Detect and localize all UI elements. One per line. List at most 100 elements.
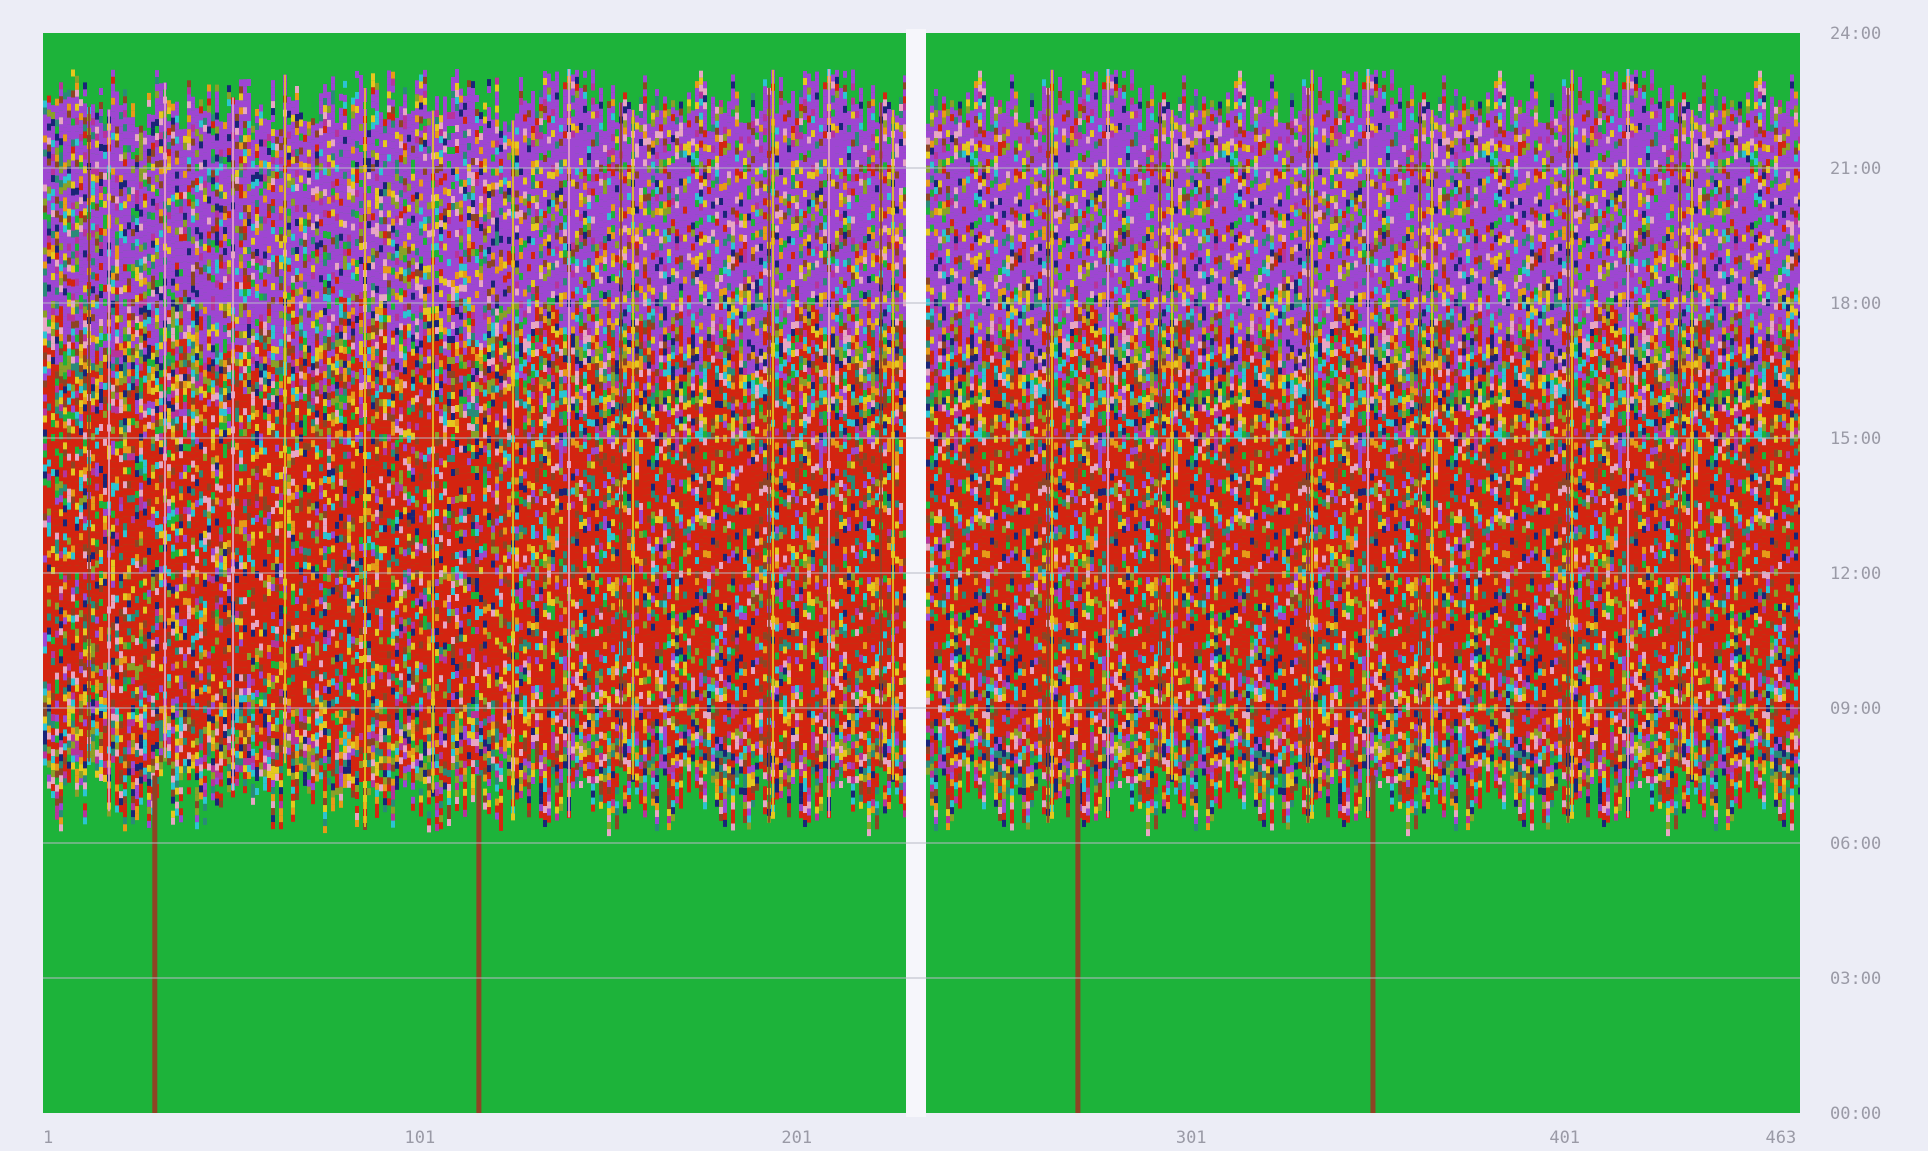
heatmap-cell <box>111 665 115 672</box>
heatmap-cell <box>211 681 215 688</box>
heatmap-cell <box>75 657 79 664</box>
heatmap-cell <box>203 755 207 762</box>
heatmap-cell <box>187 689 191 696</box>
heatmap-cell <box>159 286 163 293</box>
heatmap-cell <box>51 210 55 217</box>
heatmap-cell <box>139 763 143 770</box>
heatmap-cell <box>143 719 147 726</box>
heatmap-cell <box>111 350 115 357</box>
heatmap-cell <box>167 338 171 345</box>
heatmap-cell <box>91 237 95 244</box>
heatmap-cell <box>67 111 71 118</box>
heatmap-cell <box>211 730 215 737</box>
heatmap-cell <box>119 784 123 791</box>
heatmap-cell <box>151 563 155 570</box>
heatmap-cell <box>43 486 47 493</box>
heatmap-cell <box>147 324 151 331</box>
heatmap-cell <box>191 433 195 440</box>
heatmap-cell <box>151 430 155 437</box>
heatmap-cell <box>115 442 119 449</box>
heatmap-cell <box>151 374 155 381</box>
heatmap-cell <box>95 659 99 666</box>
heatmap-cell <box>159 97 163 104</box>
heatmap-cell <box>95 330 99 337</box>
heatmap-cell <box>127 621 131 628</box>
heatmap-cell <box>103 488 107 495</box>
heatmap-cell <box>151 395 155 402</box>
heatmap-cell <box>179 731 183 738</box>
heatmap-cell <box>71 238 75 245</box>
heatmap-cell <box>203 377 207 384</box>
heatmap-cell <box>143 516 147 523</box>
heatmap-cell <box>71 553 75 560</box>
heatmap-cell <box>115 288 119 295</box>
heatmap-cell <box>175 382 179 389</box>
heatmap-cell <box>79 414 83 421</box>
heatmap-cell <box>155 105 159 112</box>
heatmap-cell <box>67 223 71 230</box>
heatmap-cell <box>111 637 115 644</box>
heatmap-cell <box>211 653 215 660</box>
heatmap-cell <box>83 565 87 572</box>
heatmap-cell <box>187 626 191 633</box>
heatmap-cell <box>111 196 115 203</box>
heatmap-cell <box>147 247 151 254</box>
heatmap-cell <box>123 292 127 299</box>
heatmap-cell <box>63 498 67 505</box>
heatmap-cell <box>63 589 67 596</box>
heatmap-cell <box>147 639 151 646</box>
heatmap-cell <box>171 615 175 622</box>
heatmap-cell <box>203 405 207 412</box>
heatmap-cell <box>103 250 107 257</box>
heatmap-cell <box>159 125 163 132</box>
heatmap-cell <box>171 538 175 545</box>
heatmap-cell <box>59 635 63 642</box>
heatmap-cell <box>99 466 103 473</box>
heatmap-cell <box>71 294 75 301</box>
heatmap-cell <box>139 210 143 217</box>
heatmap-cell <box>43 220 47 227</box>
heatmap-cell <box>135 316 139 323</box>
heatmap-cell <box>47 614 51 621</box>
heatmap-cell <box>139 693 143 700</box>
heatmap-cell <box>195 584 199 591</box>
heatmap-cell <box>91 363 95 370</box>
heatmap-cell <box>215 218 219 225</box>
heatmap-cell <box>175 193 179 200</box>
heatmap-cell <box>175 634 179 641</box>
heatmap-cell <box>139 595 143 602</box>
heatmap-cell <box>155 448 159 455</box>
heatmap-cell <box>143 194 147 201</box>
heatmap-cell <box>147 772 151 779</box>
heatmap-cell <box>159 293 163 300</box>
heatmap-cell <box>63 197 67 204</box>
heatmap-cell <box>143 180 147 187</box>
heatmap-cell <box>43 136 47 143</box>
heatmap-cell <box>115 176 119 183</box>
heatmap-cell <box>83 747 87 754</box>
heatmap-cell <box>203 314 207 321</box>
heatmap-cell <box>119 392 123 399</box>
heatmap-cell <box>127 663 131 670</box>
heatmap-cell <box>51 140 55 147</box>
heatmap-cell <box>103 425 107 432</box>
heatmap-cell <box>111 392 115 399</box>
heatmap-cell <box>211 646 215 653</box>
heatmap-cell <box>199 603 203 610</box>
heatmap-cell <box>51 406 55 413</box>
heatmap-cell <box>147 303 151 310</box>
heatmap-cell <box>179 430 183 437</box>
heatmap-cell <box>139 504 143 511</box>
heatmap-cell <box>147 464 151 471</box>
heatmap-cell <box>159 307 163 314</box>
heatmap-cell <box>135 358 139 365</box>
heatmap-cell <box>79 631 83 638</box>
heatmap-cell <box>151 717 155 724</box>
heatmap-cell <box>47 565 51 572</box>
heatmap-cell <box>75 461 79 468</box>
heatmap-cell <box>191 244 195 251</box>
heatmap-cell <box>47 635 51 642</box>
heatmap-cell <box>131 677 135 684</box>
heatmap-cell <box>67 713 71 720</box>
heatmap-cell <box>207 512 211 519</box>
